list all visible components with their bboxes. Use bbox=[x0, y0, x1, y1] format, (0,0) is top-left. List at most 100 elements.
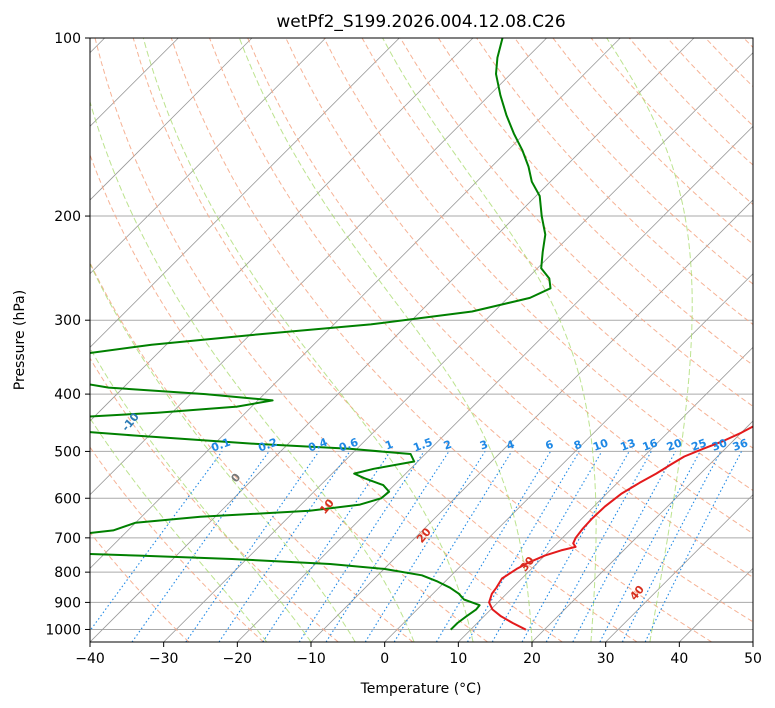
mixing-ratio-line bbox=[218, 451, 351, 642]
mixing-ratio-line bbox=[131, 451, 270, 642]
isotherm-line bbox=[310, 199, 753, 642]
dry-adiabat-line bbox=[743, 38, 753, 49]
x-tick-label: −10 bbox=[296, 651, 326, 667]
dry-adiabat-line bbox=[399, 38, 753, 408]
isotherm-line bbox=[237, 125, 753, 642]
x-tick-label: 30 bbox=[597, 651, 615, 667]
mixing-ratio-label: 0.2 bbox=[256, 436, 279, 455]
isotherm-line bbox=[163, 52, 753, 642]
axis-ticks: −40 −30 −20 −10 0 10 20 30 40 5010020030040050060… bbox=[45, 31, 762, 667]
y-tick-label: 400 bbox=[54, 387, 81, 403]
contour-labels: 0.1 0.2 0.4 0.6 1 1.5 2 3 4 6 8 10 13 16 20 25 30 36-1001… bbox=[119, 410, 750, 603]
background-grid bbox=[90, 38, 753, 642]
mixing-ratio-label: 13 bbox=[619, 436, 638, 453]
y-tick-label: 700 bbox=[54, 531, 81, 547]
mixing-ratio-label: 0.1 bbox=[210, 436, 233, 455]
y-tick-label: 900 bbox=[54, 595, 81, 611]
y-tick-label: 100 bbox=[54, 31, 81, 47]
moist-adiabat-line bbox=[606, 38, 693, 642]
x-axis-label: Temperature (°C) bbox=[360, 681, 482, 697]
dry-adiabat-line bbox=[90, 153, 488, 642]
dry-adiabat-line bbox=[552, 38, 753, 245]
mixing-ratio-label: 6 bbox=[544, 438, 556, 453]
x-tick-label: 40 bbox=[670, 651, 688, 667]
mixing-ratio-label: 1 bbox=[383, 438, 395, 453]
mixing-ratio-label: 1.5 bbox=[412, 436, 435, 455]
mixing-ratio-line bbox=[521, 451, 630, 642]
x-tick-label: −20 bbox=[223, 651, 253, 667]
dry-adiabat-label: 20 bbox=[414, 525, 434, 545]
mixing-ratio-line bbox=[393, 451, 513, 642]
isotherm-line bbox=[90, 38, 326, 275]
isotherm-line bbox=[384, 273, 753, 642]
mixing-ratio-label: 0.4 bbox=[306, 436, 329, 455]
x-tick-label: 10 bbox=[449, 651, 467, 667]
mixing-ratio-line bbox=[90, 451, 223, 632]
sounding-curves bbox=[90, 38, 753, 631]
x-tick-label: −30 bbox=[149, 651, 179, 667]
mixing-ratio-label: 30 bbox=[710, 436, 729, 454]
dry-adiabat-line bbox=[437, 38, 753, 366]
dry-adiabat-line bbox=[90, 531, 190, 642]
mixing-ratio-line bbox=[435, 451, 552, 642]
mixing-ratio-label: 25 bbox=[690, 436, 709, 453]
moist-adiabat-line bbox=[238, 38, 533, 642]
isotherm-line bbox=[90, 38, 621, 569]
y-tick-label: 500 bbox=[54, 444, 81, 460]
dry-adiabat-line bbox=[285, 38, 753, 535]
y-tick-label: 1000 bbox=[45, 622, 81, 638]
dry-adiabat-line bbox=[667, 38, 753, 127]
mixing-ratio-label: 10 bbox=[591, 436, 610, 454]
isotherm-line bbox=[90, 38, 695, 642]
plot-frame bbox=[89, 37, 754, 643]
moist-adiabat-line bbox=[90, 347, 312, 642]
moist-adiabat-line bbox=[90, 417, 268, 642]
x-tick-label: 20 bbox=[523, 651, 541, 667]
dry-adiabat-line bbox=[90, 357, 339, 642]
dry-adiabat-line bbox=[590, 38, 753, 206]
isotherm-line bbox=[679, 567, 753, 642]
mixing-ratio-label: 4 bbox=[505, 438, 517, 453]
dry-adiabat-line bbox=[247, 38, 753, 578]
dry-adiabat-label: 30 bbox=[517, 554, 537, 574]
dry-adiabat-line bbox=[514, 38, 753, 285]
mixing-ratio-label: 20 bbox=[665, 436, 684, 454]
mixing-ratio-line bbox=[572, 451, 676, 642]
dry-adiabat-line bbox=[90, 446, 264, 642]
mixing-ratio-line bbox=[467, 451, 580, 642]
isotherm-line bbox=[90, 38, 253, 201]
mixing-ratio-label: 0.6 bbox=[337, 436, 360, 455]
isotherm-line bbox=[90, 38, 547, 496]
mixing-ratio-line bbox=[644, 451, 742, 642]
mixing-ratio-line bbox=[325, 451, 450, 642]
dry-adiabat-line bbox=[132, 38, 638, 642]
moist-adiabat-line bbox=[90, 100, 415, 642]
mixing-ratio-label: 36 bbox=[731, 436, 750, 454]
isotherm-line bbox=[90, 38, 400, 348]
mixing-ratio-label: 3 bbox=[478, 438, 490, 453]
mixing-ratio-label: 8 bbox=[572, 438, 584, 453]
mixing-ratio-label: 16 bbox=[641, 436, 660, 454]
isotherm-line bbox=[752, 641, 753, 642]
y-tick-label: 300 bbox=[54, 313, 81, 329]
moist-adiabat-line bbox=[382, 38, 597, 642]
y-axis-label: Pressure (hPa) bbox=[12, 290, 28, 390]
isotherm-line bbox=[90, 38, 474, 422]
dry-adiabat-line bbox=[705, 38, 753, 88]
y-tick-label: 200 bbox=[54, 209, 81, 225]
dry-adiabat-label: 40 bbox=[627, 583, 647, 603]
isotherm-line bbox=[458, 346, 753, 642]
mixing-ratio-line bbox=[599, 451, 701, 642]
dry-adiabat-line bbox=[90, 261, 414, 642]
mixing-ratio-line bbox=[621, 451, 722, 642]
mixing-ratio-label: 2 bbox=[442, 438, 454, 453]
y-tick-label: 800 bbox=[54, 565, 81, 581]
moist-adiabat-line bbox=[142, 38, 474, 642]
mixing-ratio-line bbox=[262, 451, 391, 642]
isotherm-line bbox=[605, 494, 753, 642]
chart-title: wetPf2_S199.2026.004.12.08.C26 bbox=[276, 12, 565, 32]
mixing-ratio-line bbox=[298, 451, 425, 642]
y-tick-label: 600 bbox=[54, 491, 81, 507]
moist-adiabat-line bbox=[90, 262, 356, 642]
